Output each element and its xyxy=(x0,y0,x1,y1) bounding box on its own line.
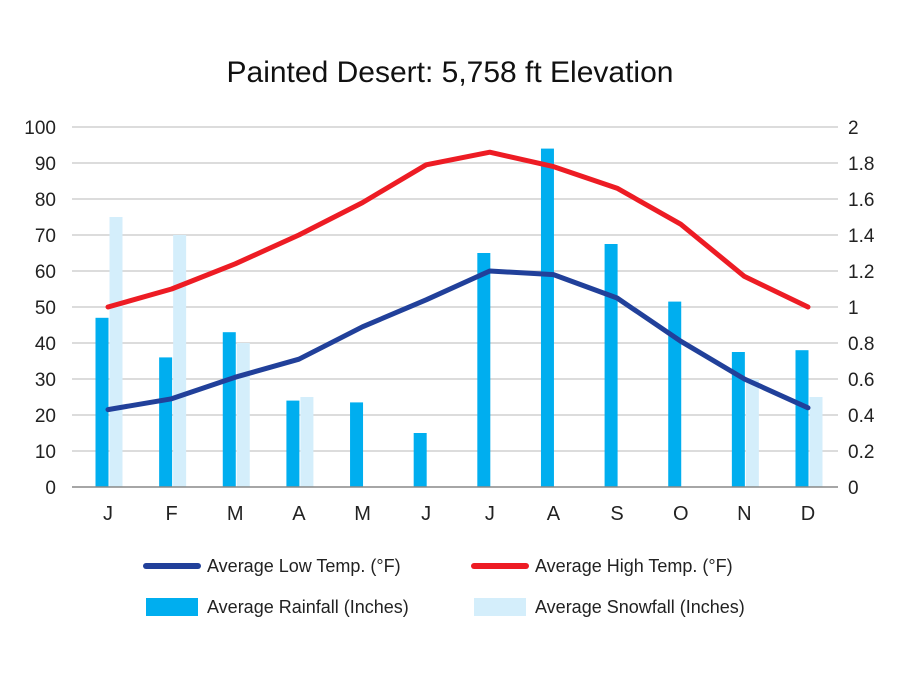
high-temp-line xyxy=(105,149,811,310)
right-tick-label: 1.2 xyxy=(848,262,874,283)
left-tick-label: 80 xyxy=(35,190,56,211)
right-tick-label: 0.4 xyxy=(848,406,875,427)
legend-label: Average Snowfall (Inches) xyxy=(535,597,745,617)
rainfall-bar xyxy=(286,400,300,487)
right-tick-label: 0.2 xyxy=(848,442,874,463)
left-tick-label: 40 xyxy=(35,334,56,355)
snowfall-bar xyxy=(300,397,314,487)
category-label: M xyxy=(354,503,371,525)
snowfall-bar xyxy=(173,235,187,487)
left-tick-label: 60 xyxy=(35,262,56,283)
right-axis-ticks: 0 0.2 0.4 0.6 0.8 1 1.2 1.4 1.6 1.8 2 xyxy=(848,118,875,499)
category-label: A xyxy=(547,503,561,525)
category-label: S xyxy=(610,503,623,525)
legend-label: Average Low Temp. (°F) xyxy=(207,556,401,576)
category-label: J xyxy=(103,503,113,525)
left-tick-label: 70 xyxy=(35,226,56,247)
left-tick-label: 100 xyxy=(24,118,56,139)
left-tick-label: 90 xyxy=(35,154,56,175)
chart-title: Painted Desert: 5,758 ft Elevation xyxy=(227,56,674,89)
snowfall-bar xyxy=(809,397,823,487)
category-label: O xyxy=(673,503,689,525)
rainfall-bar xyxy=(477,253,491,487)
snowfall-bar xyxy=(236,343,250,487)
right-tick-label: 2 xyxy=(848,118,859,139)
right-tick-label: 0.6 xyxy=(848,370,874,391)
category-label: J xyxy=(485,503,495,525)
legend-label: Average High Temp. (°F) xyxy=(535,556,733,576)
left-axis-ticks: 0 10 20 30 40 50 60 70 80 90 100 xyxy=(24,118,56,499)
rainfall-bar xyxy=(350,402,364,487)
gridlines xyxy=(72,126,838,452)
left-tick-label: 30 xyxy=(35,370,56,391)
left-tick-label: 20 xyxy=(35,406,56,427)
right-tick-label: 1.8 xyxy=(848,154,874,175)
rainfall-bar xyxy=(731,352,745,487)
rainfall-bar xyxy=(222,332,236,487)
category-label: A xyxy=(292,503,306,525)
snowfall-bar xyxy=(745,379,759,487)
rainfall-bar xyxy=(159,357,173,487)
right-tick-label: 0.8 xyxy=(848,334,874,355)
rainfall-bar xyxy=(540,148,554,487)
right-tick-label: 1 xyxy=(848,298,859,319)
category-label: N xyxy=(737,503,751,525)
snowfall-bar xyxy=(109,217,123,487)
legend-label: Average Rainfall (Inches) xyxy=(207,597,409,617)
bars xyxy=(95,148,823,487)
rainfall-bar xyxy=(795,350,809,487)
legend-bar-swatch xyxy=(474,598,526,616)
left-tick-label: 0 xyxy=(45,478,56,499)
category-label: M xyxy=(227,503,244,525)
legend-bar-swatch xyxy=(146,598,198,616)
right-tick-label: 1.4 xyxy=(848,226,875,247)
rainfall-bar xyxy=(95,317,109,487)
category-label: F xyxy=(166,503,178,525)
low-temp-line xyxy=(105,268,811,413)
rainfall-bar xyxy=(668,301,682,487)
left-tick-label: 10 xyxy=(35,442,56,463)
category-label: J xyxy=(421,503,431,525)
lines xyxy=(105,149,811,413)
legend: Average Low Temp. (°F) Average High Temp.… xyxy=(143,556,745,617)
right-tick-label: 0 xyxy=(848,478,859,499)
rainfall-bar xyxy=(604,244,618,487)
right-tick-label: 1.6 xyxy=(848,190,874,211)
left-tick-label: 50 xyxy=(35,298,56,319)
rainfall-bar xyxy=(413,433,427,487)
category-label: D xyxy=(801,503,815,525)
